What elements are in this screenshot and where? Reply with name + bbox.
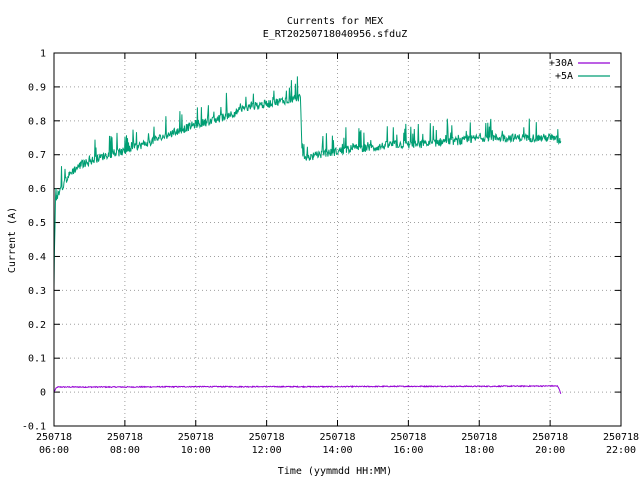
y-tick-label: 1 xyxy=(40,49,46,60)
legend: +30A +5A xyxy=(549,58,610,82)
y-tick-label: 0.1 xyxy=(28,354,46,365)
x-tick-label-time: 12:00 xyxy=(252,445,282,456)
x-tick-label-date: 250718 xyxy=(603,432,639,443)
x-tick-label-time: 22:00 xyxy=(606,445,636,456)
y-axis-ticks: -0.1 0 0.1 0.2 0.3 0.4 0.5 0.6 0.7 0.8 0.9 1 xyxy=(22,49,621,433)
series-lines xyxy=(53,76,562,394)
x-axis-ticks: 250718 06:00 250718 08:00 250718 10:00 250718 1… xyxy=(36,53,639,456)
y-tick-label: 0.4 xyxy=(28,252,46,263)
x-tick-label-time: 20:00 xyxy=(535,445,565,456)
x-tick-label-date: 250718 xyxy=(319,432,355,443)
y-tick-label: 0.6 xyxy=(28,184,46,195)
x-tick-label-date: 250718 xyxy=(461,432,497,443)
x-tick-label-date: 250718 xyxy=(390,432,426,443)
legend-label-30a: +30A xyxy=(549,58,573,69)
x-tick-label-date: 250718 xyxy=(107,432,143,443)
y-tick-label: -0.1 xyxy=(22,422,46,433)
x-tick-label-time: 06:00 xyxy=(39,445,69,456)
x-axis-label: Time (yymmdd HH:MM) xyxy=(278,466,392,477)
x-tick-label-date: 250718 xyxy=(249,432,285,443)
x-tick-label-date: 250718 xyxy=(532,432,568,443)
x-tick-label-time: 08:00 xyxy=(110,445,140,456)
y-tick-label: 0 xyxy=(40,388,46,399)
legend-label-5a: +5A xyxy=(555,71,573,82)
y-tick-label: 0.2 xyxy=(28,320,46,331)
x-tick-label-date: 250718 xyxy=(178,432,214,443)
series-line xyxy=(53,76,562,288)
x-tick-label-time: 18:00 xyxy=(464,445,494,456)
x-tick-label-date: 250718 xyxy=(36,432,72,443)
y-tick-label: 0.3 xyxy=(28,286,46,297)
y-tick-label: 0.5 xyxy=(28,218,46,229)
grid-lines xyxy=(53,52,622,427)
chart-title: Currents for MEX xyxy=(287,16,383,27)
series-line xyxy=(53,384,562,394)
y-tick-label: 0.8 xyxy=(28,116,46,127)
y-axis-label: Current (A) xyxy=(7,207,18,273)
chart-subtitle: E_RT20250718040956.sfduZ xyxy=(263,29,408,40)
y-tick-label: 0.9 xyxy=(28,82,46,93)
x-tick-label-time: 10:00 xyxy=(181,445,211,456)
x-tick-label-time: 14:00 xyxy=(322,445,352,456)
y-tick-label: 0.7 xyxy=(28,150,46,161)
x-tick-label-time: 16:00 xyxy=(393,445,423,456)
plot-border xyxy=(53,52,622,427)
